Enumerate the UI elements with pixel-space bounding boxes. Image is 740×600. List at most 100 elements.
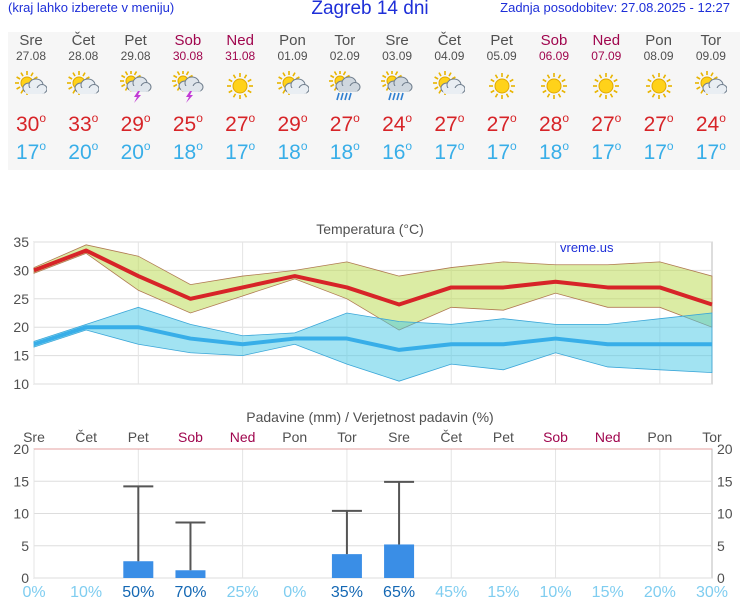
partly-cloudy-icon <box>694 71 727 95</box>
day-column: Sre 27.08 30o 17o <box>5 32 57 165</box>
min-temperature: 17o <box>434 139 465 164</box>
precip-probability: 20% <box>644 584 676 600</box>
y-tick-label: 0 <box>21 570 29 586</box>
day-column: Pon 08.09 27o 17o <box>633 32 685 165</box>
max-temperature: 27o <box>329 111 360 136</box>
last-update: Zadnja posodobitev: 27.08.2025 - 12:27 <box>500 0 730 15</box>
day-column: Ned 31.08 27o 17o <box>214 32 266 165</box>
day-column: Sob 06.09 28o 18o <box>528 32 580 165</box>
day-column: Ned 07.09 27o 17o <box>580 32 632 165</box>
max-temperature: 27o <box>486 111 517 136</box>
max-temperature: 24o <box>382 111 413 136</box>
day-name: Ned <box>226 32 254 49</box>
forecast-strip: Sre 27.08 30o 17o Čet 28.08 33o 20o Pet 29.08 29o 2… <box>8 32 740 170</box>
x-tick-label: Tor <box>702 429 722 445</box>
x-tick-label: Pet <box>128 429 149 445</box>
max-temperature: 25o <box>172 111 203 136</box>
precip-probability: 30% <box>696 584 728 600</box>
sunny-icon <box>541 73 567 99</box>
tmax-line <box>33 248 713 307</box>
max-temperature: 27o <box>643 111 674 136</box>
y-tick-label-right: 15 <box>717 473 733 489</box>
y-tick-label: 20 <box>13 441 29 457</box>
day-name: Pet <box>490 32 513 49</box>
precip-probability: 0% <box>283 584 306 600</box>
day-date: 05.09 <box>486 49 517 63</box>
rain-icon <box>328 71 361 101</box>
y-tick-label: 10 <box>13 506 29 522</box>
y-tick-label: 10 <box>13 376 29 390</box>
min-temperature: 20o <box>120 139 151 164</box>
x-tick-label: Pon <box>647 429 672 445</box>
min-temperature: 17o <box>591 139 622 164</box>
precip-probability: 65% <box>383 584 415 600</box>
day-name: Pon <box>645 32 672 49</box>
y-tick-label-right: 10 <box>717 506 733 522</box>
precip-probability: 10% <box>540 584 572 600</box>
y-tick-label-right: 20 <box>717 441 733 457</box>
day-date: 08.09 <box>643 49 674 63</box>
day-name: Čet <box>437 32 462 49</box>
max-temperature: 29o <box>120 111 151 136</box>
x-tick-label: Pet <box>493 429 514 445</box>
min-temperature: 17o <box>225 139 256 164</box>
x-tick-label: Tor <box>337 429 357 445</box>
tmin-line <box>33 325 712 352</box>
page-title: Zagreb 14 dni <box>311 0 429 19</box>
day-name: Tor <box>334 32 356 49</box>
day-column: Čet 28.08 33o 20o <box>57 32 109 165</box>
min-temperature: 18o <box>538 139 570 164</box>
y-tick-label-right: 5 <box>717 538 725 554</box>
x-tick-label: Sre <box>23 429 45 445</box>
day-date: 04.09 <box>434 49 465 63</box>
x-tick-label: Ned <box>230 429 256 445</box>
min-temperature: 20o <box>68 139 99 164</box>
day-name: Pet <box>124 32 147 49</box>
y-tick-label: 15 <box>13 473 29 489</box>
day-name: Sob <box>174 32 202 49</box>
x-tick-label: Sre <box>388 429 410 445</box>
chart-title: Padavine (mm) / Verjetnost padavin (%) <box>246 409 493 425</box>
day-date: 01.09 <box>277 49 308 63</box>
max-temperature: 30o <box>15 111 47 136</box>
day-name: Sre <box>385 32 409 49</box>
day-column: Pon 01.09 29o 18o <box>267 32 319 165</box>
partly-cloudy-icon <box>15 71 47 95</box>
y-tick-label: 35 <box>13 234 29 250</box>
day-date: 02.09 <box>329 49 360 63</box>
y-tick-label: 20 <box>13 319 29 335</box>
sunny-icon <box>645 73 672 99</box>
y-tick-label: 15 <box>13 348 29 364</box>
precip-probability: 25% <box>227 584 259 600</box>
x-tick-label: Ned <box>595 429 621 445</box>
precip-bar <box>331 554 362 578</box>
precip-probability: 15% <box>592 584 624 600</box>
day-name: Pon <box>279 32 306 49</box>
day-column: Sre 03.09 24o 16o <box>371 32 423 165</box>
precip-probability: 35% <box>331 584 363 600</box>
temperature-chart: Temperatura (°C) 10 15 20 25 30 35 vreme.us <box>13 221 713 390</box>
day-date: 29.08 <box>120 49 151 63</box>
sunny-icon <box>227 73 254 99</box>
day-column: Pet 05.09 27o 17o <box>476 32 528 165</box>
precip-probability: 50% <box>122 584 154 600</box>
max-temperature: 27o <box>434 111 465 136</box>
precip-probability: 70% <box>174 584 206 600</box>
partly-cloudy-icon <box>433 71 466 95</box>
x-tick-label: Čet <box>75 429 97 445</box>
x-tick-label: Sob <box>178 429 203 445</box>
day-name: Čet <box>71 32 95 49</box>
x-tick-label: Pon <box>282 429 307 445</box>
precip-probability: 10% <box>70 584 102 600</box>
day-column: Čet 04.09 27o 17o <box>423 32 475 165</box>
min-temperature: 17o <box>486 139 517 164</box>
y-tick-label-right: 0 <box>717 570 725 586</box>
precip-bar <box>175 570 206 578</box>
day-name: Sre <box>19 32 43 49</box>
partly-cloudy-icon <box>67 71 100 95</box>
header-left-note[interactable]: (kraj lahko izberete v meniju) <box>8 0 175 15</box>
max-temperature: 27o <box>225 111 256 136</box>
max-temperature: 33o <box>68 111 99 136</box>
day-column: Sob 30.08 25o 18o <box>162 32 214 165</box>
day-name: Tor <box>700 32 722 49</box>
